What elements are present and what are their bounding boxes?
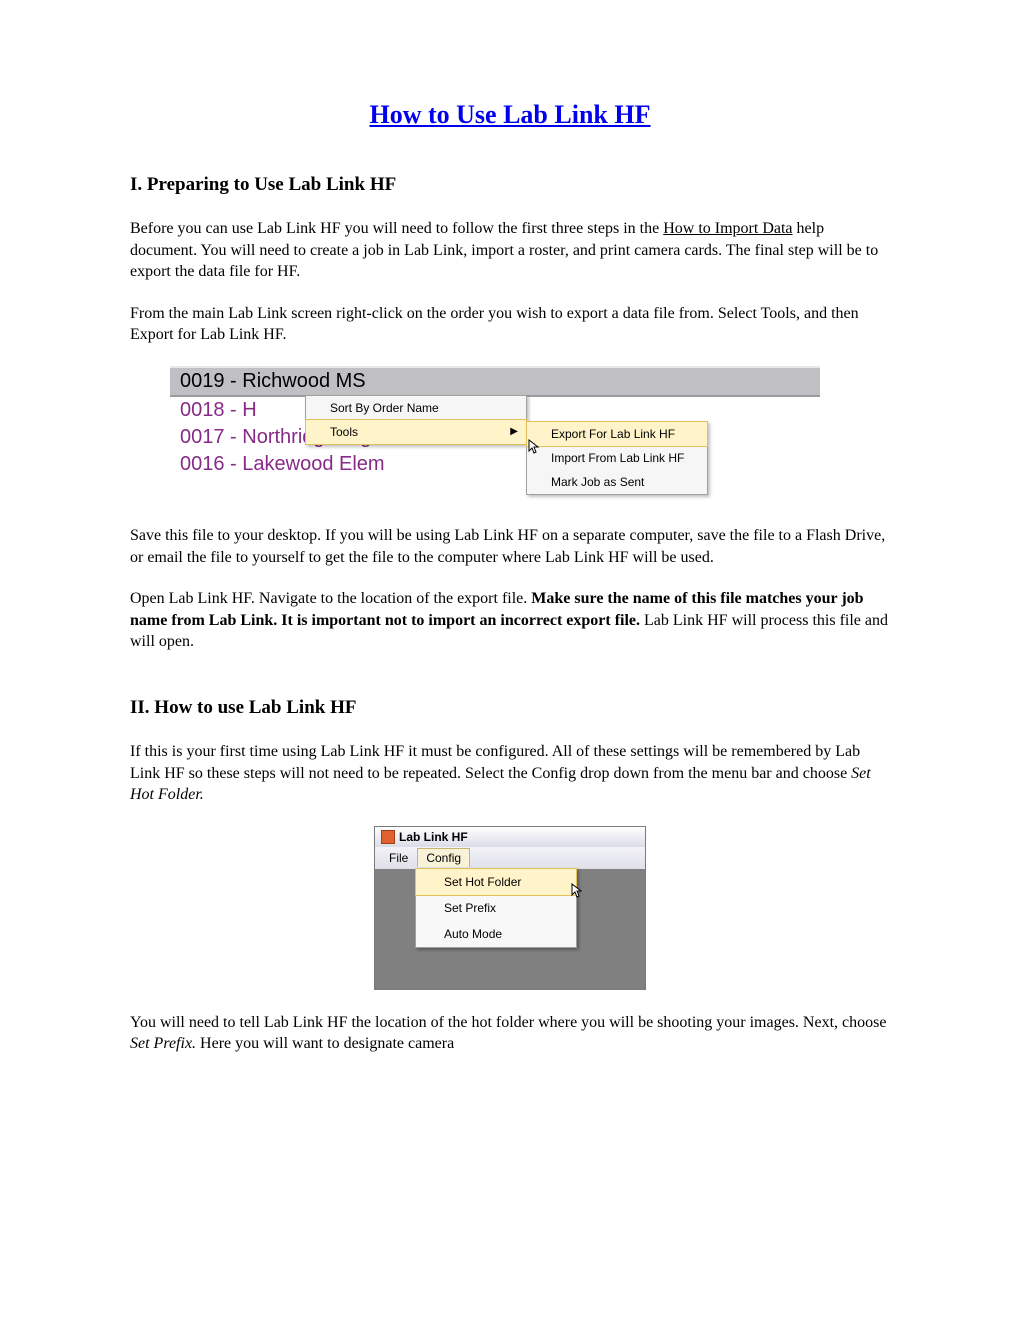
menubar: File Config (375, 847, 645, 869)
menu-file[interactable]: File (381, 849, 416, 867)
text: If this is your first time using Lab Lin… (130, 743, 860, 782)
section-1-p2: From the main Lab Link screen right-clic… (130, 303, 890, 346)
context-menu: Sort By Order Name Tools ▶ (305, 395, 527, 445)
how-to-import-link[interactable]: How to Import Data (663, 220, 792, 237)
menu-label: Auto Mode (444, 927, 502, 941)
window-titlebar: Lab Link HF (375, 827, 645, 847)
window-client: Set Hot Folder Set Prefix Auto Mode (375, 869, 645, 989)
menu-label: Sort By Order Name (330, 401, 439, 415)
menu-item-tools[interactable]: Tools ▶ (305, 419, 527, 445)
list-item[interactable]: 0016 - Lakewood Elem (170, 451, 820, 478)
app-icon (381, 830, 395, 844)
section-1-heading: I. Preparing to Use Lab Link HF (130, 174, 890, 196)
list-body: 0018 - H 0017 - Northridge High 0016 - L… (170, 397, 820, 503)
menu-label: Set Hot Folder (444, 875, 521, 889)
menu-label: Mark Job as Sent (551, 475, 644, 489)
section-2-p1: If this is your first time using Lab Lin… (130, 741, 890, 806)
section-2-heading: II. How to use Lab Link HF (130, 697, 890, 719)
context-submenu: Export For Lab Link HF Import From Lab L… (526, 421, 708, 495)
text: Open Lab Link HF. Navigate to the locati… (130, 590, 531, 607)
document-page: How to Use Lab Link HF I. Preparing to U… (130, 0, 890, 1115)
title-link[interactable]: How to Use Lab Link HF (370, 100, 651, 129)
menu-label: Config (426, 851, 461, 865)
menu-label: Export For Lab Link HF (551, 427, 675, 441)
submenu-arrow-icon: ▶ (510, 426, 518, 437)
window-title: Lab Link HF (399, 830, 468, 844)
menu-label: Tools (330, 425, 358, 439)
figure-context-menu: 0019 - Richwood MS 0018 - H 0017 - North… (170, 366, 820, 503)
menu-label: File (389, 851, 408, 865)
menu-config[interactable]: Config (417, 848, 470, 867)
section-1-p4: Open Lab Link HF. Navigate to the locati… (130, 588, 890, 653)
text: Before you can use Lab Link HF you will … (130, 220, 663, 237)
menu-label: Set Prefix (444, 901, 496, 915)
list-header: 0019 - Richwood MS (170, 366, 820, 397)
section-2-p2: You will need to tell Lab Link HF the lo… (130, 1012, 890, 1055)
config-dropdown: Set Hot Folder Set Prefix Auto Mode (415, 868, 577, 948)
menu-item-import[interactable]: Import From Lab Link HF (527, 446, 707, 470)
menu-item-auto-mode[interactable]: Auto Mode (416, 921, 576, 947)
menu-item-set-hot-folder[interactable]: Set Hot Folder (415, 868, 577, 896)
text: Here you will want to designate camera (196, 1035, 454, 1052)
section-1-p3: Save this file to your desktop. If you w… (130, 525, 890, 568)
text: You will need to tell Lab Link HF the lo… (130, 1014, 886, 1031)
spacer (130, 673, 890, 697)
italic-text: Set Prefix. (130, 1035, 196, 1052)
menu-item-mark-sent[interactable]: Mark Job as Sent (527, 470, 707, 494)
menu-item-set-prefix[interactable]: Set Prefix (416, 895, 576, 921)
figure-app-window: Lab Link HF File Config Set Hot Folder S… (374, 826, 646, 990)
menu-item-sort[interactable]: Sort By Order Name (306, 396, 526, 420)
page-title: How to Use Lab Link HF (130, 100, 890, 130)
menu-label: Import From Lab Link HF (551, 451, 684, 465)
menu-item-export[interactable]: Export For Lab Link HF (526, 421, 708, 447)
section-1-p1: Before you can use Lab Link HF you will … (130, 218, 890, 283)
